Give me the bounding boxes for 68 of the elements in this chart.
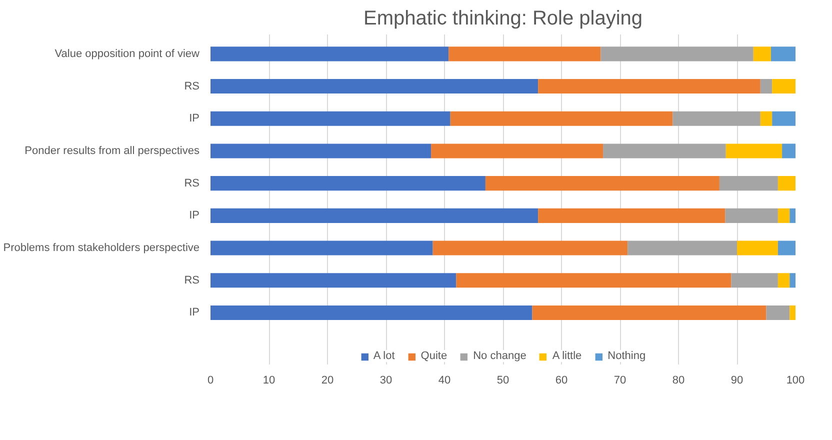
bar (790, 305, 796, 320)
legend-label: A little (552, 350, 582, 362)
legend-label: Quite (420, 350, 448, 362)
y-tick-label: IP (189, 306, 200, 319)
bar (210, 176, 486, 191)
legend-label: A lot (373, 350, 395, 362)
bar (210, 111, 450, 126)
bar (719, 176, 778, 191)
x-tick-label: 30 (380, 374, 392, 386)
bar (210, 78, 538, 94)
bar (737, 240, 778, 256)
bar (778, 240, 796, 256)
x-tick-label: 20 (321, 374, 334, 386)
x-tick-label: 60 (555, 374, 568, 386)
x-tick-label: 70 (614, 374, 626, 386)
x-tick-label: 50 (496, 374, 510, 386)
bar (210, 208, 538, 223)
bar (210, 305, 532, 320)
bar (456, 273, 732, 288)
bar (431, 144, 604, 158)
x-tick-label: 90 (730, 374, 744, 386)
y-tick-label: Problems from stakeholders perspective (3, 242, 200, 254)
bar (672, 111, 760, 126)
y-tick-label: Value opposition point of view (54, 48, 200, 60)
bar (603, 144, 726, 158)
bar (210, 46, 449, 62)
bar (790, 273, 796, 288)
bar (210, 144, 432, 158)
bar (628, 240, 737, 256)
bar (450, 111, 673, 126)
y-tick-label: RS (184, 80, 200, 92)
bar (770, 46, 796, 62)
y-tick-label: RS (184, 274, 200, 286)
bar (778, 273, 790, 288)
x-tick-label: 80 (672, 374, 685, 386)
bar (753, 46, 771, 62)
y-tick-label: RS (184, 177, 200, 190)
y-tick-label: IP (189, 210, 200, 222)
bar (760, 78, 772, 94)
y-tick-label: Ponder results from all perspectives (24, 144, 200, 157)
bar (432, 240, 628, 256)
bar (778, 176, 796, 191)
bar (532, 305, 766, 320)
x-tick-label: 10 (262, 374, 276, 386)
bar (731, 273, 778, 288)
bar (485, 176, 720, 191)
bar (782, 144, 796, 158)
x-tick-label: 40 (438, 374, 451, 386)
bar (760, 111, 772, 126)
bar (766, 305, 790, 320)
bar (725, 208, 778, 223)
bar (778, 208, 790, 223)
legend-label: No change (473, 350, 526, 362)
bar (726, 144, 782, 158)
bar (448, 46, 601, 62)
chart-title: Emphatic thinking: Role playing (363, 8, 643, 30)
bar (210, 273, 456, 288)
x-tick-label: 100 (786, 374, 805, 386)
bar (772, 78, 796, 94)
bar (790, 208, 796, 223)
legend-label: Nothing (608, 350, 646, 362)
x-tick-label: 0 (207, 374, 214, 386)
bar (210, 240, 433, 256)
bar (538, 208, 726, 223)
bar (538, 78, 760, 94)
bar (772, 111, 796, 126)
bar (600, 46, 754, 62)
y-tick-label: IP (189, 112, 200, 125)
